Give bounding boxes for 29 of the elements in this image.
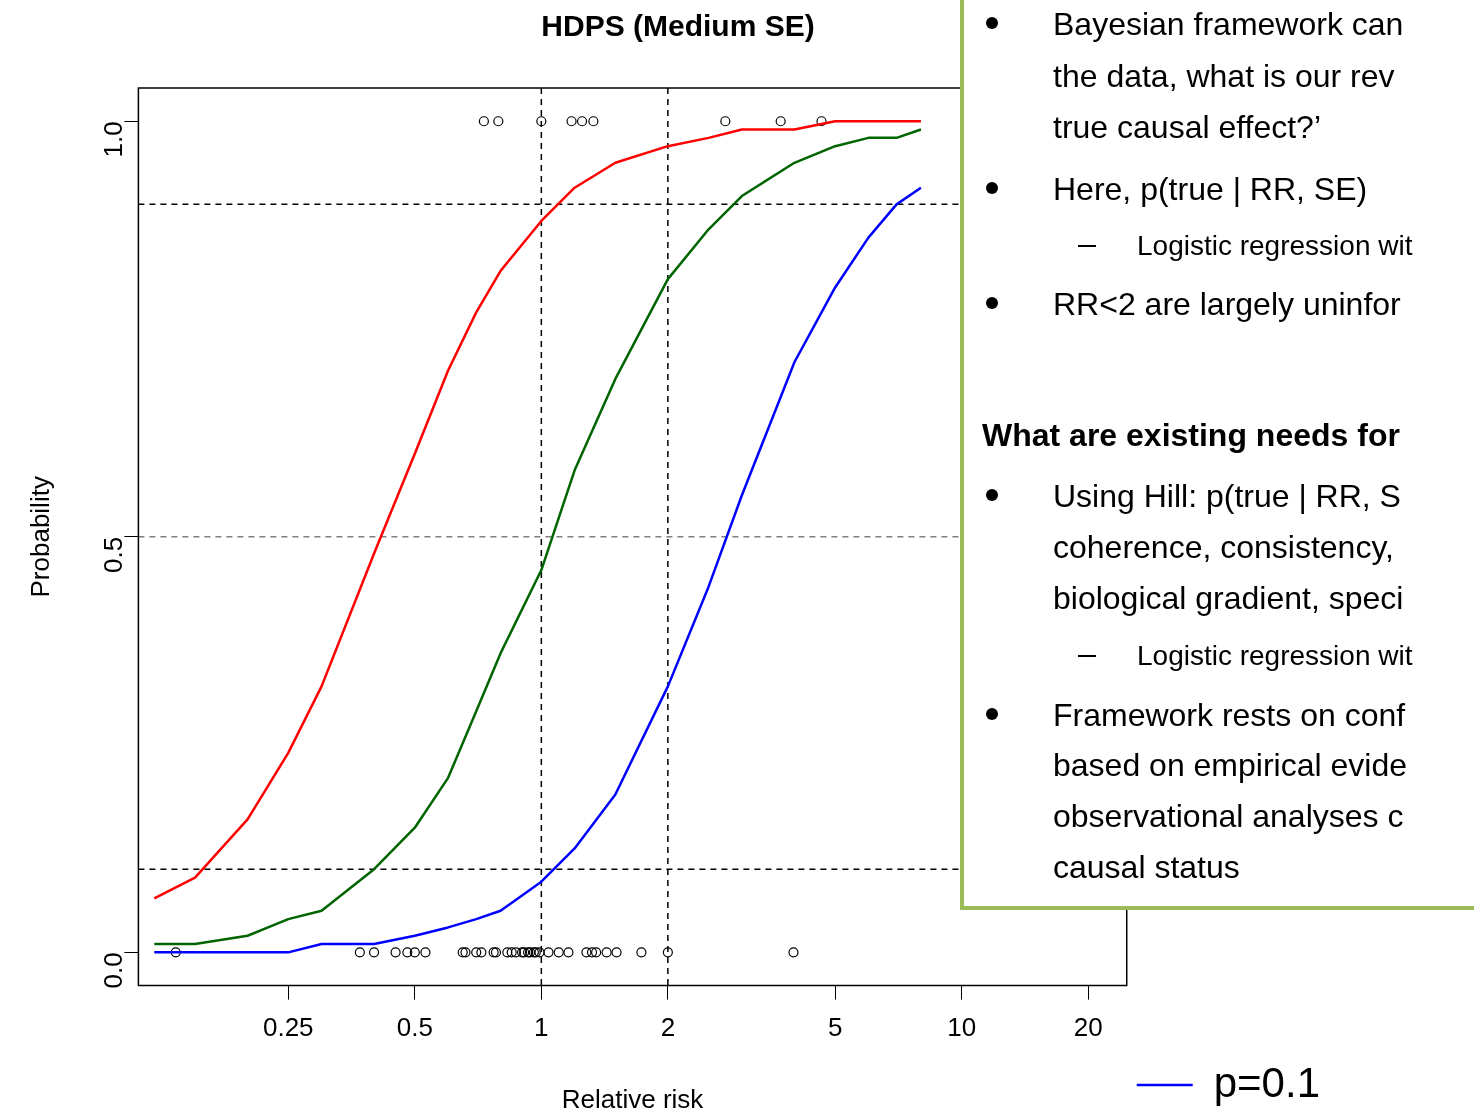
y-tick-label: 0.5 (97, 536, 128, 573)
annotation: coherence, consistency, (1053, 528, 1394, 567)
x-tick-label: 0.5 (396, 1012, 433, 1043)
annotation: Using Hill: p(true | RR, S (1053, 477, 1401, 516)
y-tick-label: 1.0 (97, 121, 128, 158)
x-tick-label: 2 (660, 1012, 676, 1043)
annotation: the data, what is our rev (1053, 57, 1395, 96)
annotation: observational analyses c (1053, 797, 1404, 836)
annotation: based on empirical evide (1053, 746, 1407, 785)
chart-title: HDPS (Medium SE) (541, 9, 815, 43)
annotation: biological gradient, speci (1053, 579, 1404, 618)
x-tick-label: 10 (947, 1012, 977, 1043)
x-tick-label: 20 (1073, 1012, 1103, 1043)
y-tick-label: 0.0 (97, 952, 128, 989)
x-axis-title: Relative risk (561, 1083, 705, 1114)
legend-label: p=0.1 (1213, 1058, 1321, 1106)
annotation: What are existing needs for (982, 416, 1400, 455)
x-tick-label: 1 (534, 1012, 549, 1043)
text: Logistic regression wit (1137, 639, 1413, 673)
y-axis-title: Probability (24, 476, 55, 598)
x-tick-label: 0.25 (262, 1012, 314, 1043)
annotation: causal status (1053, 848, 1240, 887)
annotation: RR<2 are largely uninfor (1053, 285, 1401, 324)
annotation: Here, p(true | RR, SE) (1053, 170, 1368, 209)
x-tick-label: 5 (827, 1012, 843, 1043)
annotation: true causal effect?’ (1053, 108, 1322, 147)
annotation: Framework rests on conf (1053, 696, 1406, 735)
text: Bayesian framework can (1053, 5, 1404, 44)
text: Logistic regression wit (1137, 229, 1413, 263)
